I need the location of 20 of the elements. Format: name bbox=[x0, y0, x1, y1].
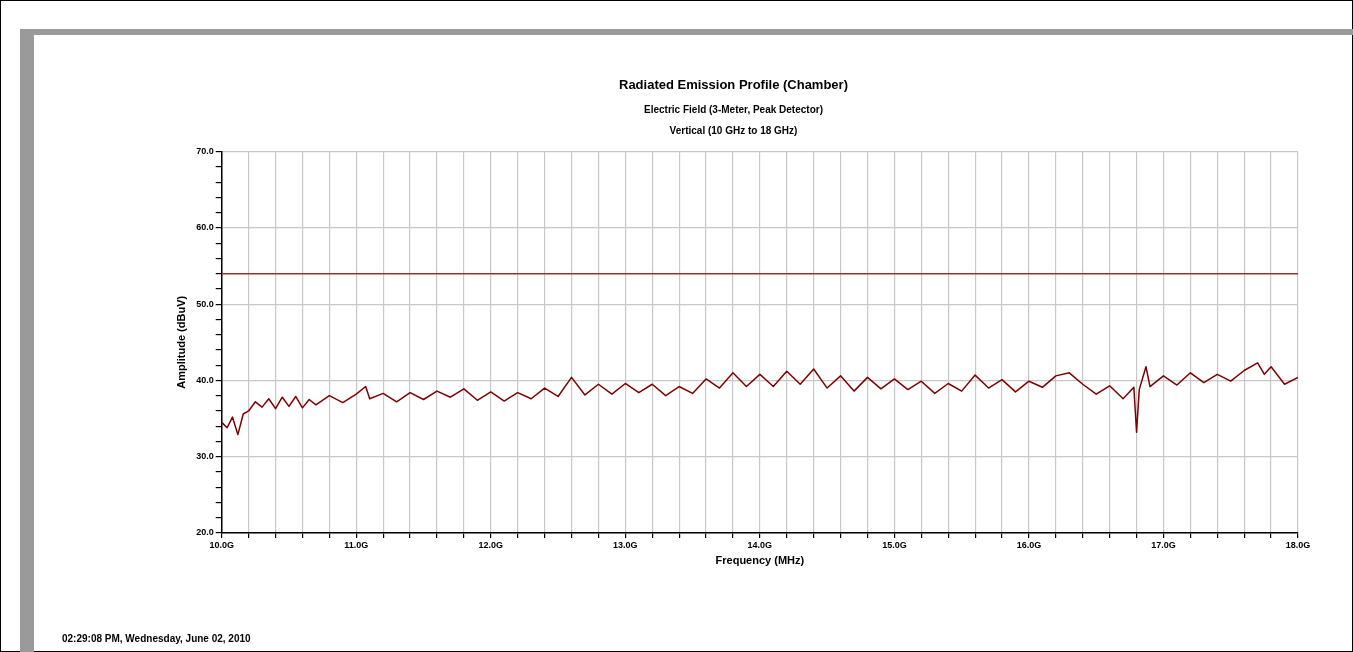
x-tick-label: 12.0G bbox=[478, 539, 504, 550]
y-tick-label: 60.0 bbox=[196, 222, 214, 233]
text: 02:29:08 PM, Wednesday, June 02, 2010 bbox=[62, 633, 251, 644]
x-tick-label: 14.0G bbox=[747, 539, 773, 550]
y-tick-label: 40.0 bbox=[196, 374, 214, 385]
x-tick-label: 16.0G bbox=[1016, 539, 1042, 550]
x-tick-label: 10.0G bbox=[209, 539, 234, 550]
chart-subtitle: Electric Field (3-Meter, Peak Detector) Vertical (10 GHz to 18 GHz) bbox=[644, 103, 823, 136]
x-tick-label: 18.0G bbox=[1285, 539, 1311, 550]
y-tick-label: 20.0 bbox=[196, 527, 214, 538]
x-tick-label: 15.0G bbox=[882, 539, 907, 550]
y-tick-label: 50.0 bbox=[196, 298, 214, 309]
y-tick-label: 70.0 bbox=[196, 146, 214, 157]
y-axis-title: Amplitude (dBuV) bbox=[174, 295, 187, 389]
chart-title: Radiated Emission Profile (Chamber) bbox=[619, 77, 848, 93]
x-axis-title: Frequency (MHz) bbox=[715, 554, 805, 567]
x-tick-label: 13.0G bbox=[613, 539, 638, 550]
y-tick-label: 30.0 bbox=[196, 451, 214, 462]
x-tick-label: 11.0G bbox=[344, 539, 369, 550]
x-tick-label: 17.0G bbox=[1151, 539, 1176, 550]
